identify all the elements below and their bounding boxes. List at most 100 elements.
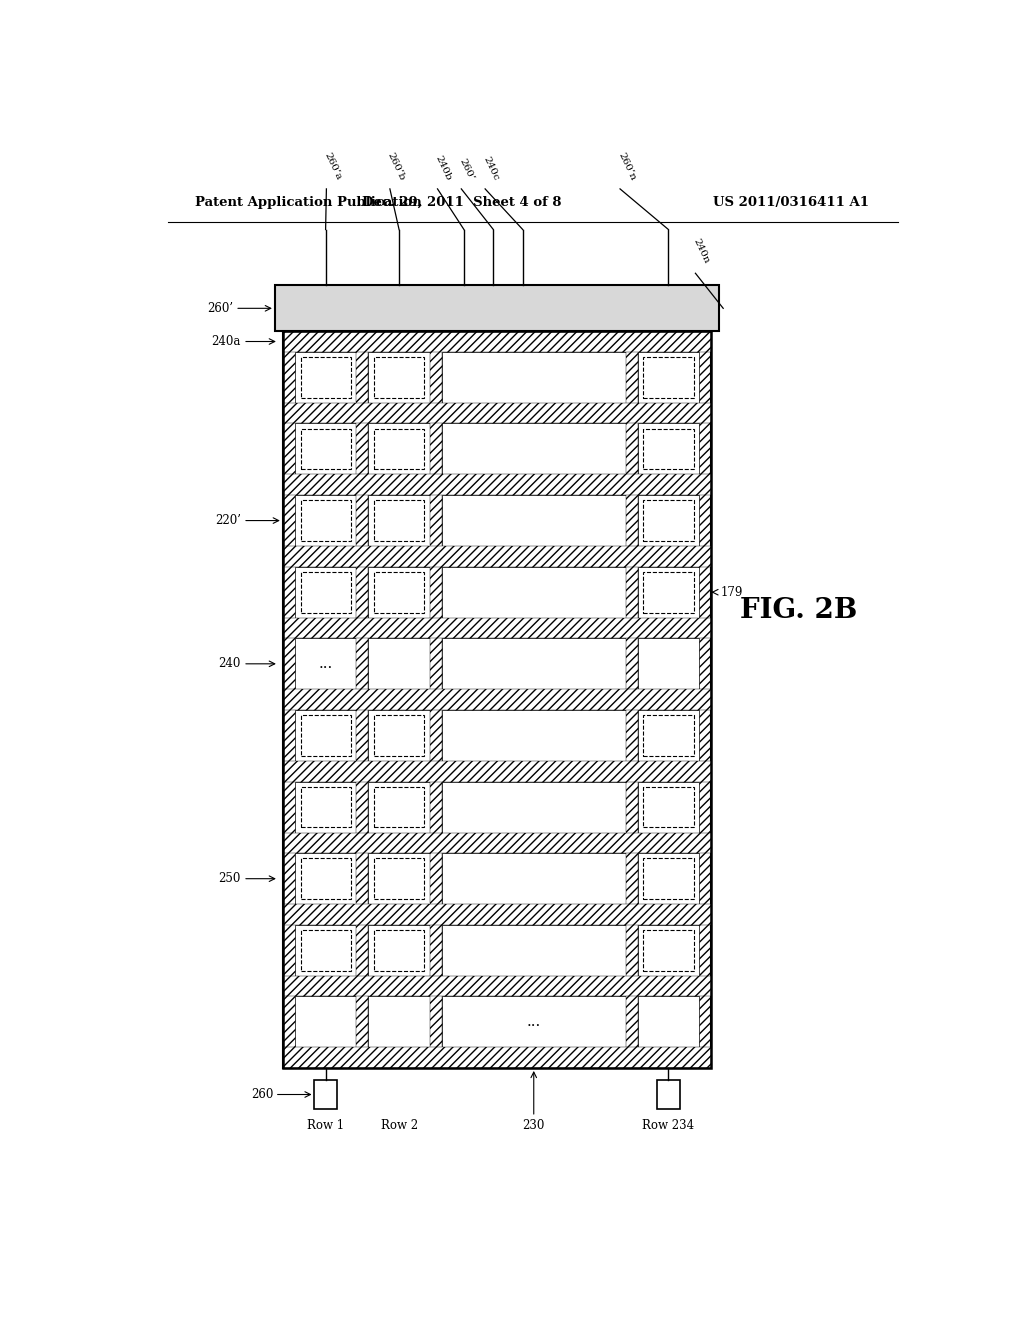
Bar bbox=[300, 858, 350, 899]
Bar bbox=[638, 495, 699, 546]
Bar bbox=[369, 853, 430, 904]
Bar bbox=[300, 356, 350, 397]
Bar bbox=[295, 424, 356, 474]
Bar bbox=[283, 474, 712, 495]
Text: FIG. 2B: FIG. 2B bbox=[740, 597, 857, 624]
Bar bbox=[300, 787, 350, 828]
Bar bbox=[643, 500, 693, 541]
Text: 220’: 220’ bbox=[215, 513, 242, 527]
Bar bbox=[295, 495, 356, 546]
Bar bbox=[374, 858, 424, 899]
Bar bbox=[442, 781, 626, 833]
Bar bbox=[638, 352, 699, 403]
Bar bbox=[283, 689, 712, 710]
Bar bbox=[300, 929, 350, 970]
Bar bbox=[300, 715, 350, 756]
Bar bbox=[374, 500, 424, 541]
Text: 260’a: 260’a bbox=[323, 152, 343, 182]
Bar bbox=[356, 331, 369, 1068]
Bar bbox=[638, 639, 699, 689]
Bar bbox=[374, 929, 424, 970]
Text: Row 234: Row 234 bbox=[642, 1119, 694, 1131]
Bar bbox=[442, 495, 626, 546]
Bar bbox=[374, 715, 424, 756]
Bar bbox=[369, 997, 430, 1048]
Bar bbox=[314, 1080, 337, 1109]
Bar bbox=[643, 715, 693, 756]
Text: Dec. 29, 2011  Sheet 4 of 8: Dec. 29, 2011 Sheet 4 of 8 bbox=[361, 195, 561, 209]
Bar bbox=[374, 356, 424, 397]
Text: 230: 230 bbox=[522, 1119, 545, 1131]
Text: Row 2: Row 2 bbox=[381, 1119, 418, 1131]
Bar bbox=[283, 760, 712, 781]
Bar bbox=[442, 997, 626, 1048]
Bar bbox=[374, 572, 424, 612]
Bar bbox=[283, 546, 712, 566]
Bar bbox=[374, 787, 424, 828]
Text: 240b: 240b bbox=[433, 154, 453, 182]
Bar bbox=[374, 429, 424, 470]
Bar bbox=[638, 853, 699, 904]
Bar bbox=[274, 285, 719, 331]
Bar bbox=[369, 352, 430, 403]
Bar bbox=[643, 572, 693, 612]
Bar bbox=[638, 781, 699, 833]
Text: 240c: 240c bbox=[481, 154, 500, 182]
Text: 240n: 240n bbox=[691, 238, 711, 265]
Bar bbox=[295, 352, 356, 403]
Bar bbox=[295, 781, 356, 833]
Bar bbox=[638, 997, 699, 1048]
Bar bbox=[626, 331, 638, 1068]
Bar bbox=[442, 639, 626, 689]
Bar bbox=[300, 787, 350, 828]
Bar bbox=[283, 618, 712, 639]
Text: 240a: 240a bbox=[211, 335, 241, 348]
Text: 240: 240 bbox=[218, 657, 241, 671]
Bar bbox=[643, 429, 693, 470]
Bar bbox=[300, 500, 350, 541]
Bar bbox=[643, 858, 693, 899]
Bar bbox=[300, 858, 350, 899]
Text: ...: ... bbox=[526, 1015, 541, 1030]
Bar bbox=[643, 787, 693, 828]
Bar bbox=[369, 710, 430, 760]
Bar bbox=[295, 710, 356, 760]
Bar bbox=[283, 331, 712, 1068]
Text: Patent Application Publication: Patent Application Publication bbox=[196, 195, 422, 209]
Bar bbox=[283, 833, 712, 853]
Bar bbox=[300, 429, 350, 470]
Bar bbox=[369, 781, 430, 833]
Text: 260’: 260’ bbox=[458, 157, 475, 182]
Bar bbox=[283, 975, 712, 997]
Bar bbox=[283, 403, 712, 424]
Bar bbox=[283, 1048, 712, 1068]
Bar bbox=[643, 500, 693, 541]
Bar bbox=[638, 710, 699, 760]
Text: 250: 250 bbox=[218, 873, 241, 886]
Bar bbox=[374, 858, 424, 899]
Bar bbox=[442, 352, 626, 403]
Bar bbox=[638, 925, 699, 975]
Bar bbox=[638, 424, 699, 474]
Bar bbox=[374, 929, 424, 970]
Text: Row 1: Row 1 bbox=[307, 1119, 344, 1131]
Bar bbox=[300, 715, 350, 756]
Bar bbox=[300, 572, 350, 612]
Bar bbox=[430, 331, 442, 1068]
Text: 260’: 260’ bbox=[208, 302, 233, 314]
Bar bbox=[374, 500, 424, 541]
Bar bbox=[442, 853, 626, 904]
Text: US 2011/0316411 A1: US 2011/0316411 A1 bbox=[713, 195, 868, 209]
Bar bbox=[643, 356, 693, 397]
Bar bbox=[295, 925, 356, 975]
Bar bbox=[643, 929, 693, 970]
Bar bbox=[374, 356, 424, 397]
Bar bbox=[300, 929, 350, 970]
Bar bbox=[442, 710, 626, 760]
Bar bbox=[283, 331, 712, 352]
Bar bbox=[369, 925, 430, 975]
Bar bbox=[643, 572, 693, 612]
Bar bbox=[638, 566, 699, 618]
Bar bbox=[374, 429, 424, 470]
Bar bbox=[643, 858, 693, 899]
